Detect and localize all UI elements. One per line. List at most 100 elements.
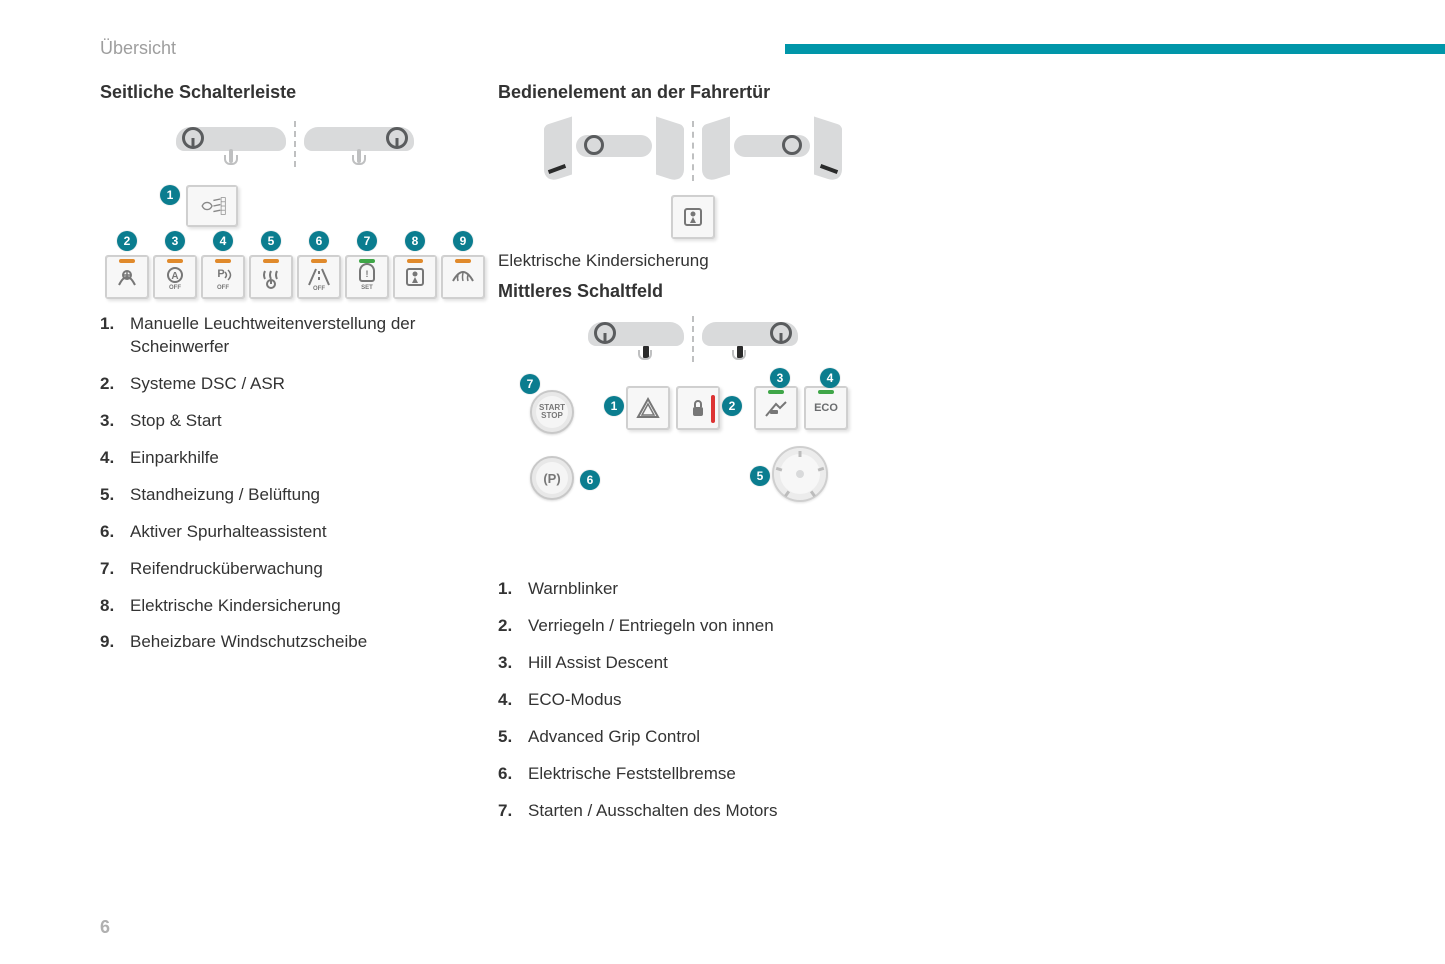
page-number: 6 xyxy=(100,917,110,938)
lock-icon xyxy=(684,394,712,422)
list-item: 5.Standheizung / Belüftung xyxy=(100,484,490,507)
badge-3: 3 xyxy=(165,231,185,251)
list-item: 5.Advanced Grip Control xyxy=(498,726,888,749)
list-item: 2.Verriegeln / Entriegeln von innen xyxy=(498,615,888,638)
switch-child-lock xyxy=(393,255,437,299)
svg-text:OFF: OFF xyxy=(169,285,181,291)
eco-label: ECO xyxy=(814,403,838,414)
pod-rhd xyxy=(304,121,414,163)
dashboard-pods xyxy=(100,121,490,167)
badge-8: 8 xyxy=(405,231,425,251)
column-right: Bedienelement an der Fahrertür xyxy=(498,82,888,837)
list-item: 6.Aktiver Spurhalteassistent xyxy=(100,521,490,544)
list-left: 1.Manuelle Leuchtweitenverstellung der S… xyxy=(100,313,490,654)
svg-text:A: A xyxy=(171,271,178,282)
switch-eco: ECO xyxy=(804,386,848,430)
pod-rhd xyxy=(702,316,798,358)
headlamp-level-icon xyxy=(198,192,226,220)
figure-side-switches: 1 2 3 4 5 6 7 xyxy=(100,121,490,299)
p-off-icon: P OFF xyxy=(209,263,237,291)
list-item: 3.Hill Assist Descent xyxy=(498,652,888,675)
svg-text:P: P xyxy=(217,268,224,280)
column-left: Seitliche Schalterleiste 1 xyxy=(100,82,490,668)
pod-lhd xyxy=(176,121,286,163)
badge-mid-6: 6 xyxy=(580,470,600,490)
list-item: 7.Reifendrucküberwachung xyxy=(100,558,490,581)
badge-6: 6 xyxy=(309,231,329,251)
dsc-icon xyxy=(113,263,141,291)
breadcrumb: Übersicht xyxy=(100,38,176,59)
page-header: Übersicht xyxy=(100,38,1445,59)
svg-text:SET: SET xyxy=(361,285,373,291)
list-item: 4.Einparkhilfe xyxy=(100,447,490,470)
led-icon xyxy=(311,259,327,263)
badge-mid-1: 1 xyxy=(604,396,624,416)
badge-4: 4 xyxy=(213,231,233,251)
list-item: 9.Beheizbare Windschutzscheibe xyxy=(100,631,490,654)
led-icon xyxy=(167,259,183,263)
badge-mid-5: 5 xyxy=(750,466,770,486)
badge-2: 2 xyxy=(117,231,137,251)
lane-icon: OFF xyxy=(305,263,333,291)
list-item: 3.Stop & Start xyxy=(100,410,490,433)
led-icon xyxy=(455,259,471,263)
badge-mid-4: 4 xyxy=(820,368,840,388)
figure-mid-panel: 1 2 ECO 3 4 START STOP 7 xyxy=(498,316,888,570)
list-item: 7.Starten / Ausschalten des Motors xyxy=(498,800,888,823)
park-label: (P) xyxy=(543,472,560,485)
led-icon xyxy=(818,390,834,394)
list-item: 1.Manuelle Leuchtweitenverstellung der S… xyxy=(100,313,490,359)
defrost-icon xyxy=(449,263,477,291)
switch-hazard xyxy=(626,386,670,430)
hill-icon xyxy=(762,394,790,422)
badge-row-left: 2 3 4 5 6 7 8 9 xyxy=(100,231,490,251)
list-item: 4.ECO-Modus xyxy=(498,689,888,712)
switch-defrost xyxy=(441,255,485,299)
switch-lock xyxy=(676,386,720,430)
list-item: 8.Elektrische Kindersicherung xyxy=(100,595,490,618)
button-park-brake: (P) xyxy=(530,456,574,500)
led-icon xyxy=(359,259,375,263)
svg-text:!: ! xyxy=(366,269,369,279)
badge-mid-2: 2 xyxy=(722,396,742,416)
section-title-left: Seitliche Schalterleiste xyxy=(100,82,490,103)
switch-park-assist: P OFF xyxy=(201,255,245,299)
a-off-icon: A OFF xyxy=(161,263,189,291)
lock-led-icon xyxy=(711,395,715,423)
badge-7: 7 xyxy=(357,231,377,251)
switch-hill xyxy=(754,386,798,430)
switch-tpms: ! SET xyxy=(345,255,389,299)
doorpod-lhd xyxy=(544,121,684,179)
badge-1: 1 xyxy=(160,185,180,205)
hazard-icon xyxy=(634,394,662,422)
doorpod-rhd xyxy=(702,121,842,179)
svg-text:OFF: OFF xyxy=(313,286,325,291)
badge-mid-7: 7 xyxy=(520,374,540,394)
list-item: 2.Systeme DSC / ASR xyxy=(100,373,490,396)
child-lock-icon xyxy=(401,263,429,291)
dashboard-pods-mid xyxy=(498,316,888,362)
start-stop-label: START STOP xyxy=(539,404,565,420)
list-right: 1.Warnblinker 2.Verriegeln / Entriegeln … xyxy=(498,578,888,823)
switch-door-child-lock xyxy=(671,195,715,239)
led-icon xyxy=(215,259,231,263)
list-item: 6.Elektrische Feststellbremse xyxy=(498,763,888,786)
switch-stop-start: A OFF xyxy=(153,255,197,299)
list-item: 1.Warnblinker xyxy=(498,578,888,601)
header-accent-bar xyxy=(785,44,1445,54)
switch-dsc xyxy=(105,255,149,299)
switch-row-left: A OFF P OFF OFF ! SET xyxy=(100,255,490,299)
badge-5: 5 xyxy=(261,231,281,251)
led-icon xyxy=(768,390,784,394)
badge-9: 9 xyxy=(453,231,473,251)
caption-child-lock: Elektrische Kindersicherung xyxy=(498,251,888,271)
button-start-stop: START STOP xyxy=(530,390,574,434)
child-lock-icon xyxy=(679,203,707,231)
section-title-mid: Mittleres Schaltfeld xyxy=(498,281,888,302)
pod-lhd xyxy=(588,316,684,358)
svg-text:OFF: OFF xyxy=(217,285,229,291)
switch-lane-assist: OFF xyxy=(297,255,341,299)
figure-door-control xyxy=(498,121,888,239)
switch-headlamp-level xyxy=(186,185,238,227)
dial-grip-control xyxy=(772,446,828,502)
